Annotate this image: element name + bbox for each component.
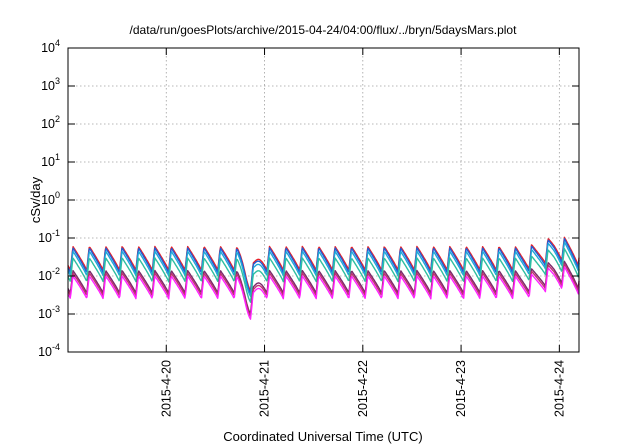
series-lines bbox=[67, 236, 580, 320]
series-line-7 bbox=[67, 266, 580, 320]
axis-ticks bbox=[68, 47, 579, 353]
series-line-3 bbox=[67, 241, 580, 297]
chart-title: /data/run/goesPlots/archive/2015-04-24/0… bbox=[130, 23, 518, 37]
x-tick-label: 2015-4-24 bbox=[552, 360, 566, 417]
y-tick-label: 10-4 bbox=[38, 342, 60, 359]
series-line-6 bbox=[67, 263, 580, 317]
series-line-4 bbox=[67, 248, 580, 303]
series-line-5 bbox=[67, 260, 580, 315]
x-tick-label: 2015-4-23 bbox=[454, 360, 468, 417]
y-tick-label: 100 bbox=[41, 190, 60, 207]
y-tick-label: 101 bbox=[41, 152, 60, 169]
x-axis-label: Coordinated Universal Time (UTC) bbox=[223, 429, 422, 444]
y-tick-label: 10-1 bbox=[38, 228, 60, 245]
y-tick-label: 103 bbox=[41, 76, 60, 93]
y-axis-label: cSv/day bbox=[28, 176, 43, 223]
y-tick-label: 102 bbox=[41, 114, 60, 131]
x-tick-label: 2015-4-21 bbox=[258, 360, 272, 417]
x-tick-label: 2015-4-22 bbox=[356, 360, 370, 417]
x-tick-label: 2015-4-20 bbox=[159, 360, 173, 417]
y-tick-label: 10-2 bbox=[38, 266, 60, 283]
y-tick-label: 104 bbox=[41, 38, 60, 55]
y-tick-label: 10-3 bbox=[38, 304, 60, 321]
grid bbox=[68, 48, 579, 352]
